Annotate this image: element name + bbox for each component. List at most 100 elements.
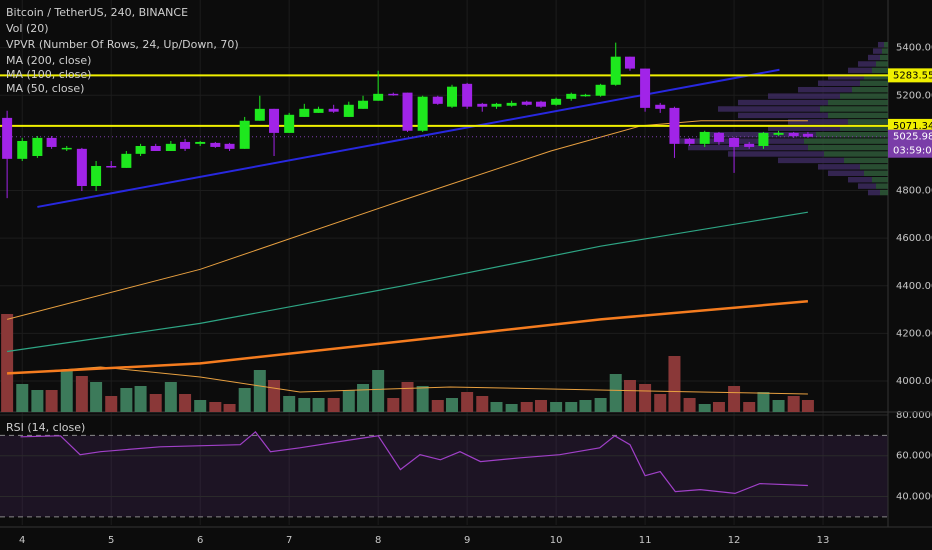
volume-bar — [209, 402, 222, 412]
candle-body — [91, 165, 102, 186]
trendline — [37, 68, 780, 208]
x-tick-label: 13 — [817, 535, 830, 546]
volume-bar — [194, 400, 207, 412]
volume-bar — [757, 392, 770, 412]
volume-bar — [728, 386, 741, 412]
vpvr-up — [864, 74, 888, 80]
price-tag-label: 5071.34 — [893, 121, 932, 132]
x-tick-label: 5 — [108, 535, 114, 546]
volume-bar — [683, 398, 696, 412]
volume-bar — [416, 386, 429, 412]
candle-body — [135, 145, 146, 154]
candle-body — [788, 132, 799, 136]
volume-bar — [387, 398, 400, 412]
candle-body — [699, 131, 710, 144]
vpvr-up — [860, 164, 888, 170]
vpvr-up — [840, 93, 888, 99]
volume-bar — [609, 374, 622, 412]
vpvr-up — [880, 189, 888, 196]
volume-bar — [639, 384, 652, 412]
candle-body — [802, 133, 813, 137]
vpvr-up — [860, 80, 888, 86]
volume-bar — [120, 388, 133, 412]
candle-body — [46, 137, 57, 147]
y-tick-label: 4600.00 — [896, 233, 932, 244]
vpvr-down — [738, 112, 828, 119]
candle-body — [535, 101, 546, 107]
vpvr-down — [878, 41, 884, 48]
y-tick-label: 4200.00 — [896, 328, 932, 339]
volume-bar — [550, 402, 563, 412]
volume-bar — [668, 356, 681, 412]
y-tick-label: 5200.00 — [896, 90, 932, 101]
volume-bar — [60, 370, 73, 412]
volume-bar — [253, 370, 266, 412]
candle-body — [432, 96, 443, 104]
candle-body — [358, 100, 369, 109]
legend-ma: MA (100, close) — [6, 68, 91, 81]
candle-body — [165, 143, 176, 151]
vpvr-up — [872, 176, 888, 183]
vpvr-down — [868, 54, 880, 61]
candle-body — [713, 132, 724, 142]
volume-bar — [520, 402, 533, 412]
candle-body — [2, 117, 13, 159]
volume-bar — [298, 398, 311, 412]
vpvr-up — [808, 144, 888, 151]
rsi-tick-label: 60.0000 — [896, 451, 932, 462]
vpvr-down — [858, 61, 876, 67]
candle-body — [566, 93, 577, 99]
candle-body — [121, 153, 132, 168]
vpvr-down — [848, 176, 872, 183]
vpvr-up — [864, 170, 888, 176]
vpvr-down — [728, 151, 824, 157]
price-tag — [888, 118, 932, 133]
vpvr-down — [778, 157, 844, 164]
legend-rsi: RSI (14, close) — [6, 421, 85, 434]
candle-body — [744, 143, 755, 147]
legend-vpvr: VPVR (Number Of Rows, 24, Up/Down, 70) — [6, 38, 239, 51]
volume-bar — [357, 384, 370, 412]
vpvr-up — [852, 86, 888, 93]
volume-bar — [565, 402, 578, 412]
candle-body — [239, 120, 250, 149]
volume-bar — [579, 400, 592, 412]
volume-bar — [594, 398, 607, 412]
candle-body — [284, 114, 295, 133]
candle-body — [773, 132, 784, 135]
vpvr-down — [818, 164, 860, 170]
candle-body — [462, 83, 473, 107]
vpvr-up — [828, 112, 888, 119]
volume-bar — [268, 380, 281, 412]
candle-body — [195, 141, 206, 144]
vpvr-down — [828, 170, 864, 176]
candle-body — [624, 56, 635, 69]
legend-ma: MA (200, close) — [6, 54, 91, 67]
moving-average — [7, 300, 809, 375]
vpvr-down — [828, 74, 864, 80]
volume-bar — [283, 396, 296, 412]
vpvr-down — [798, 86, 852, 93]
volume-bar — [45, 390, 58, 412]
vpvr-down — [718, 106, 820, 112]
candle-body — [180, 141, 191, 149]
volume-bar — [75, 376, 88, 412]
candle-body — [669, 107, 680, 144]
vpvr-down — [738, 99, 828, 106]
x-tick-label: 9 — [464, 535, 470, 546]
x-tick-label: 6 — [197, 535, 203, 546]
volume-bar — [476, 396, 489, 412]
vpvr-up — [876, 183, 888, 189]
vpvr-down — [818, 80, 860, 86]
volume-bar — [327, 398, 340, 412]
volume-bar — [238, 388, 251, 412]
volume-bar — [712, 402, 725, 412]
rsi-band — [0, 435, 888, 517]
countdown-label: 03:59:06 — [893, 146, 932, 157]
last-price-label: 5025.98 — [893, 132, 932, 143]
legend-volume: Vol (20) — [6, 22, 49, 35]
x-tick-label: 7 — [286, 535, 292, 546]
volume-bar — [164, 382, 177, 412]
